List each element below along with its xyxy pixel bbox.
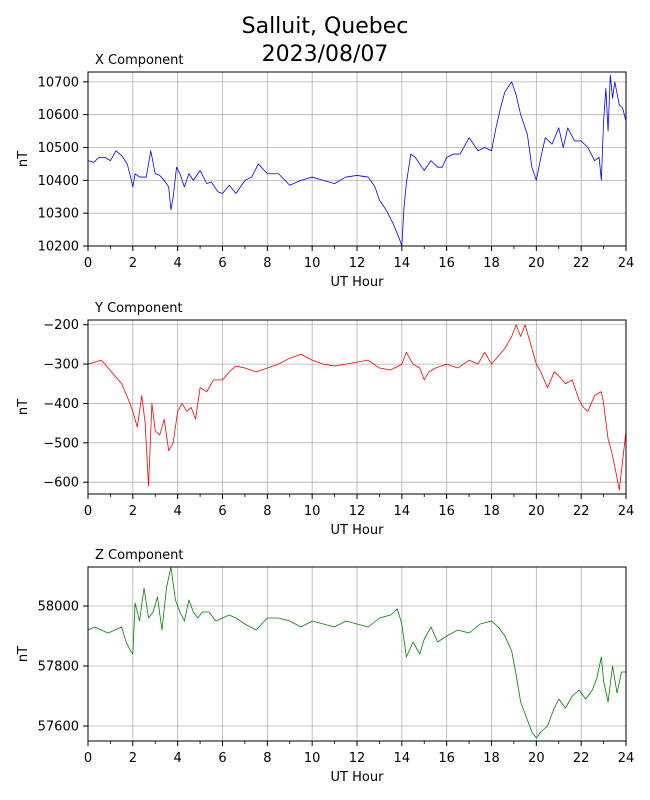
y-y-tick-label: −400 [43,397,79,412]
y-x-tick-label: 8 [263,504,271,519]
x-x-tick-label: 2 [129,256,137,271]
z-x-tick-label: 4 [174,751,182,766]
y-x-axis-label: UT Hour [331,523,385,538]
y-y-tick-label: −500 [43,436,79,451]
figure-title-line1: Salluit, Quebec [242,14,409,39]
figure-title-line2: 2023/08/07 [262,42,389,67]
z-series-line [88,567,626,739]
x-y-tick-label: 10400 [38,174,79,189]
y-x-tick-label: 0 [84,504,92,519]
z-panel-title: Z Component [95,548,184,563]
z-x-tick-label: 18 [483,751,500,766]
z-x-tick-label: 22 [573,751,590,766]
y-x-tick-label: 16 [438,504,455,519]
y-y-tick-label: −300 [43,358,79,373]
y-x-tick-label: 4 [174,504,182,519]
x-panel-title: X Component [95,53,184,68]
x-x-tick-label: 18 [483,256,500,271]
x-y-tick-label: 10300 [38,207,79,222]
y-series-line [88,324,626,491]
x-x-tick-label: 10 [304,256,321,271]
x-series-line [88,74,626,246]
y-y-axis-label: nT [16,399,31,415]
x-y-tick-label: 10500 [38,141,79,156]
z-y-axis-label: nT [16,646,31,662]
x-x-tick-label: 4 [174,256,182,271]
component-panels: 0 2 4 6 8 10 12 14 16 18 20 22 241020010300104001050… [16,53,634,785]
z-x-tick-label: 24 [618,751,635,766]
x-x-tick-label: 22 [573,256,590,271]
z-x-tick-label: 16 [438,751,455,766]
x-x-tick-label: 6 [218,256,226,271]
y-x-tick-label: 22 [573,504,590,519]
y-y-tick-label: −200 [43,318,79,333]
x-x-tick-label: 12 [349,256,366,271]
x-x-tick-label: 14 [394,256,411,271]
z-x-tick-label: 10 [304,751,321,766]
y-x-tick-label: 24 [618,504,635,519]
z-y-tick-label: 58000 [38,600,79,615]
x-x-tick-label: 16 [438,256,455,271]
z-x-tick-label: 14 [394,751,411,766]
x-x-tick-label: 20 [528,256,545,271]
z-y-tick-label: 57600 [38,720,79,735]
z-x-tick-label: 2 [129,751,137,766]
z-x-tick-label: 8 [263,751,271,766]
y-x-tick-label: 12 [349,504,366,519]
y-x-tick-label: 14 [394,504,411,519]
y-x-tick-label: 10 [304,504,321,519]
z-x-tick-label: 6 [218,751,226,766]
x-y-tick-label: 10200 [38,240,79,255]
y-component-panel: 0 2 4 6 8 10 12 14 16 18 20 22 24−600−500−400−300−20… [16,301,634,538]
z-x-tick-label: 12 [349,751,366,766]
z-x-tick-label: 20 [528,751,545,766]
x-component-panel: 0 2 4 6 8 10 12 14 16 18 20 22 241020010300104001050… [16,53,634,290]
y-x-tick-label: 2 [129,504,137,519]
x-x-tick-label: 0 [84,256,92,271]
y-x-tick-label: 18 [483,504,500,519]
x-y-tick-label: 10600 [38,108,79,123]
x-x-tick-label: 8 [263,256,271,271]
y-x-tick-label: 20 [528,504,545,519]
y-panel-title: Y Component [94,301,183,316]
x-x-axis-label: UT Hour [331,275,385,290]
x-x-tick-label: 24 [618,256,635,271]
z-x-axis-label: UT Hour [331,770,385,785]
x-y-axis-label: nT [16,151,31,167]
y-y-tick-label: −600 [43,476,79,491]
x-y-tick-label: 10700 [38,75,79,90]
z-x-tick-label: 0 [84,751,92,766]
z-y-tick-label: 57800 [38,660,79,675]
y-x-tick-label: 6 [218,504,226,519]
